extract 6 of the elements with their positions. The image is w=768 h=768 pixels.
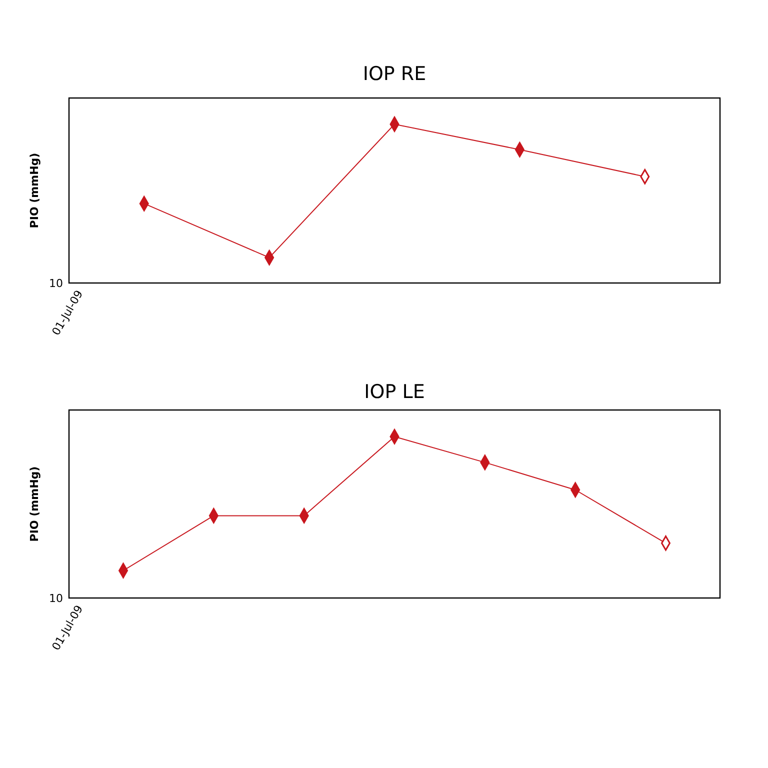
chart-title: IOP RE [362,63,426,85]
text: 10 [49,276,63,290]
chart-title: IOP LE [364,381,425,403]
y-axis-title: PIO (mmHg) [28,152,41,228]
y-axis-title: PIO (mmHg) [28,466,41,542]
text: 10 [49,592,63,605]
